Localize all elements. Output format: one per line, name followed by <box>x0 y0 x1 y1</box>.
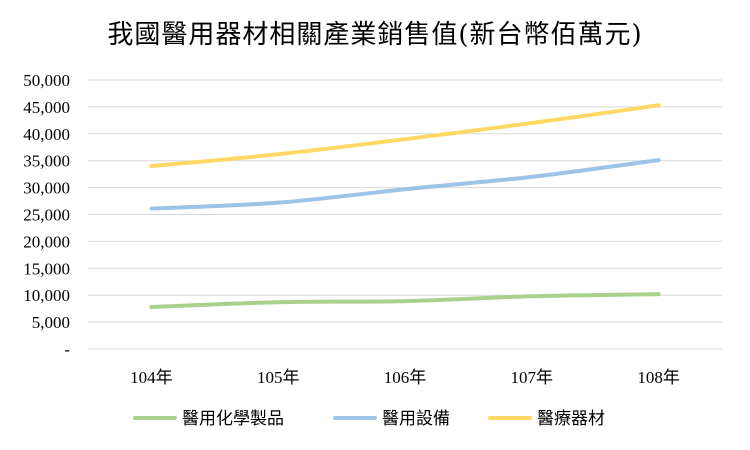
x-tick-label: 105年 <box>257 368 300 387</box>
y-tick-label: 10,000 <box>23 286 70 305</box>
x-tick-label: 106年 <box>384 368 427 387</box>
y-tick-label: - <box>64 340 70 359</box>
series-line-2 <box>149 103 661 169</box>
series-line-0 <box>149 292 661 310</box>
y-tick-label: 20,000 <box>23 232 70 251</box>
x-tick-label: 108年 <box>637 368 680 387</box>
y-tick-label: 15,000 <box>23 259 70 278</box>
y-axis-ticks: - 5,000 10,000 15,000 20,000 25,000 30,000 35,0… <box>23 71 70 359</box>
y-tick-label: 5,000 <box>32 313 70 332</box>
legend-label: 醫用化學製品 <box>182 409 284 429</box>
legend-label: 醫用設備 <box>382 409 450 429</box>
x-tick-label: 107年 <box>511 368 554 387</box>
x-tick-label: 104年 <box>130 368 173 387</box>
y-tick-label: 25,000 <box>23 206 70 225</box>
series-line-1 <box>149 158 661 211</box>
y-tick-label: 40,000 <box>23 125 70 144</box>
x-axis-ticks: 104年 105年 106年 107年 108年 <box>130 368 680 387</box>
chart-title: 我國醫用器材相關產業銷售值(新台幣佰萬元) <box>107 20 643 50</box>
grid-lines <box>88 79 722 350</box>
y-tick-label: 50,000 <box>23 71 70 90</box>
y-tick-label: 45,000 <box>23 98 70 117</box>
series-lines <box>149 103 661 310</box>
y-tick-label: 35,000 <box>23 152 70 171</box>
legend: 醫用化學製品 醫用設備 醫療器材 <box>133 409 605 429</box>
legend-label: 醫療器材 <box>537 409 605 429</box>
y-tick-label: 30,000 <box>23 179 70 198</box>
